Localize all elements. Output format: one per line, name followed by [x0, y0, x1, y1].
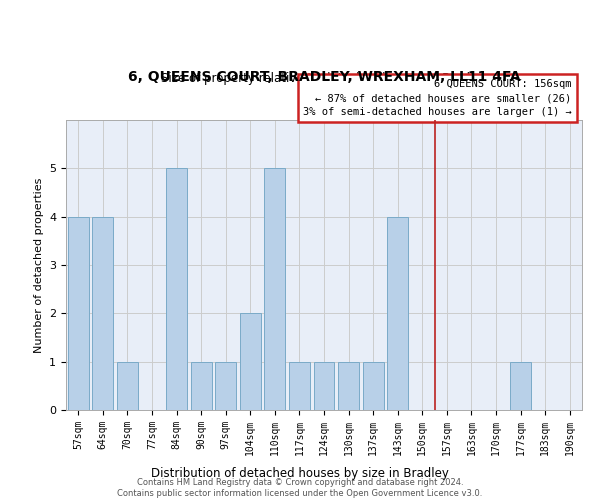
Bar [387, 216, 408, 410]
Bar [92, 216, 113, 410]
Y-axis label: Number of detached properties: Number of detached properties [34, 178, 44, 352]
Bar [289, 362, 310, 410]
Bar [191, 362, 212, 410]
Bar [117, 362, 138, 410]
Text: Distribution of detached houses by size in Bradley: Distribution of detached houses by size … [151, 467, 449, 480]
Bar [314, 362, 334, 410]
Bar [166, 168, 187, 410]
Bar [240, 314, 261, 410]
Bar [338, 362, 359, 410]
Bar [362, 362, 383, 410]
Bar [215, 362, 236, 410]
Bar [68, 216, 89, 410]
Text: Contains HM Land Registry data © Crown copyright and database right 2024.
Contai: Contains HM Land Registry data © Crown c… [118, 478, 482, 498]
Text: 6 QUEENS COURT: 156sqm
← 87% of detached houses are smaller (26)
3% of semi-deta: 6 QUEENS COURT: 156sqm ← 87% of detached… [303, 79, 572, 117]
Bar [510, 362, 531, 410]
Title: 6, QUEENS COURT, BRADLEY, WREXHAM, LL11 4FA: 6, QUEENS COURT, BRADLEY, WREXHAM, LL11 … [128, 70, 520, 84]
Text: Size of property relative to detached houses in Bradley: Size of property relative to detached ho… [161, 72, 487, 85]
Bar [265, 168, 286, 410]
